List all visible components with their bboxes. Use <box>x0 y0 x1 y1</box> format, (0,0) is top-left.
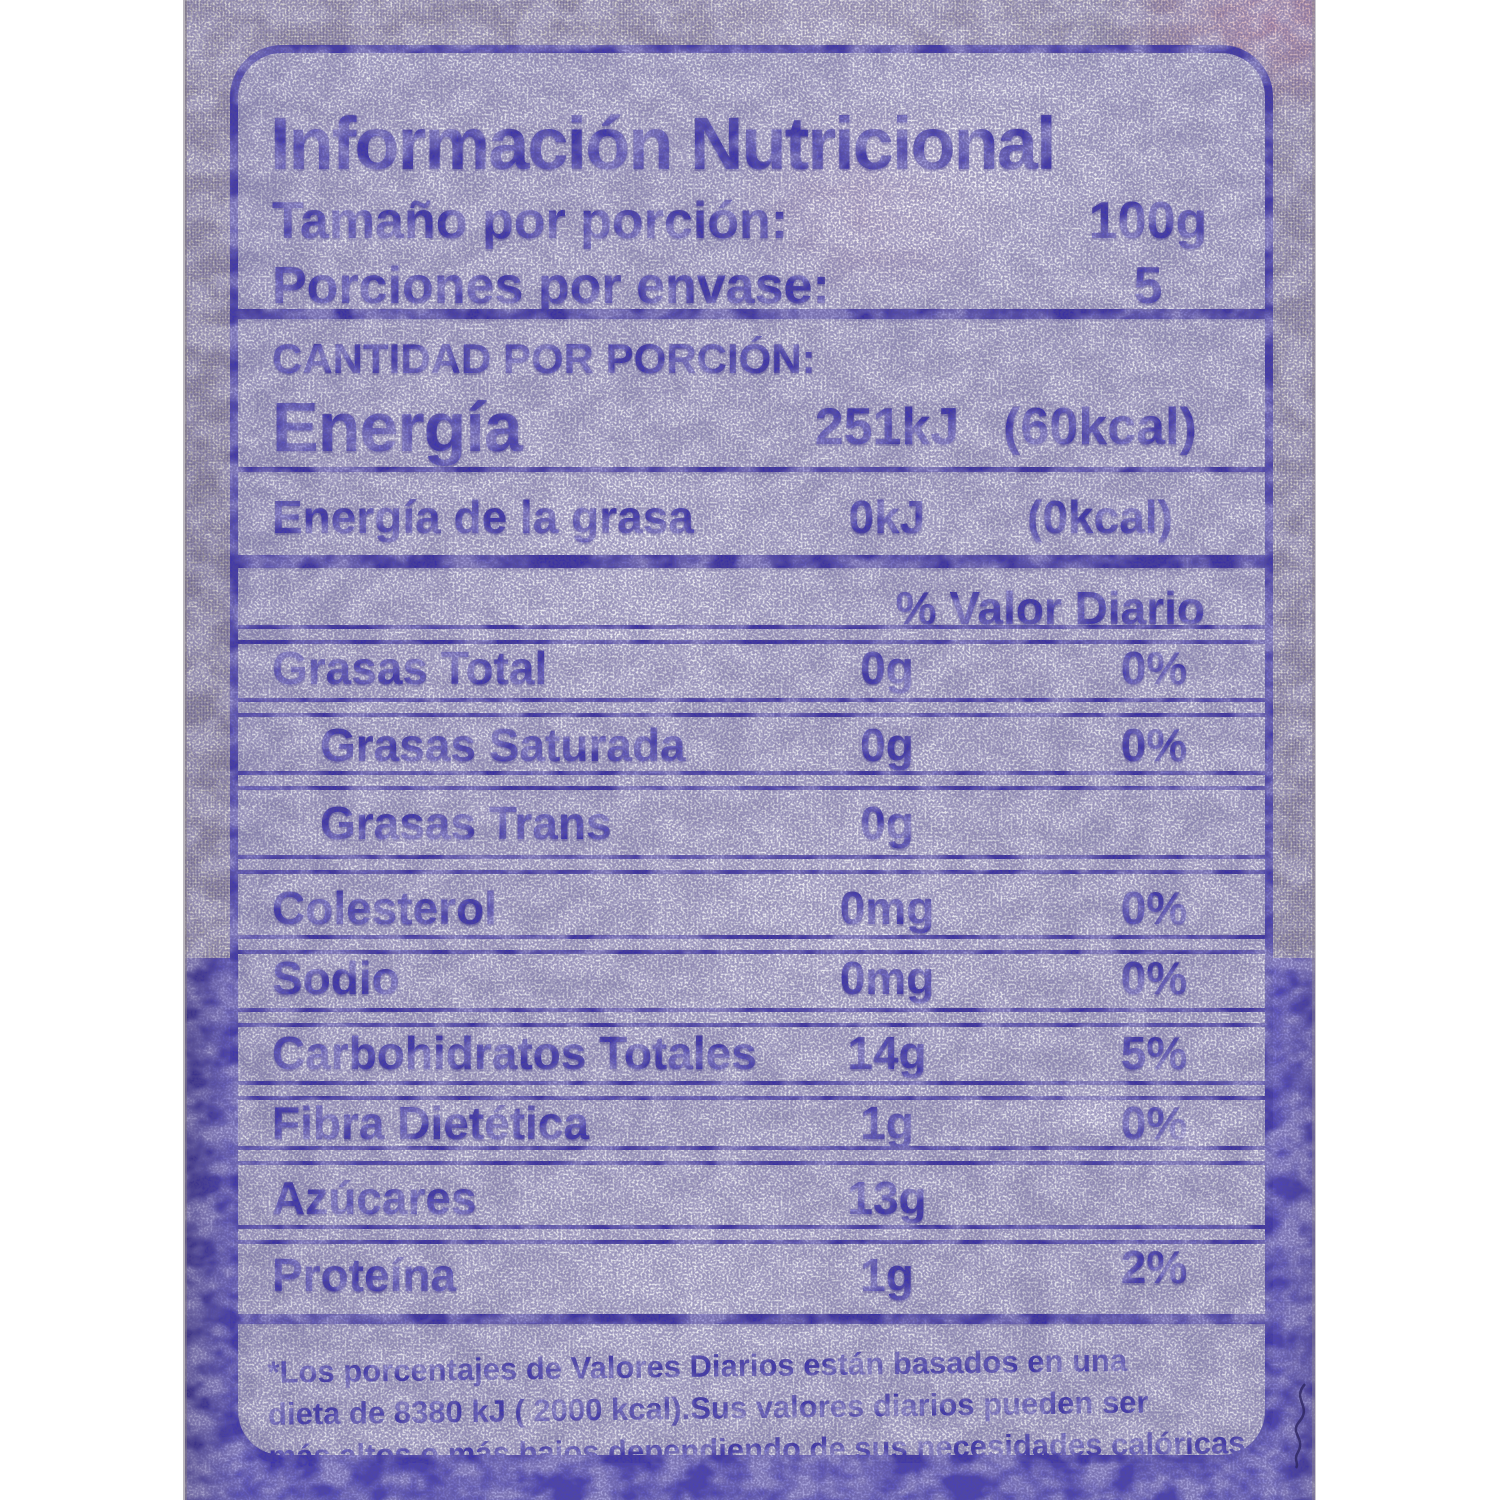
nutrient-row-total-carbohydrate: Carbohidratos Totales 14g 5% <box>238 1026 1265 1082</box>
nutrient-value: 1g <box>860 1097 914 1149</box>
nutrient-row-sodium: Sodio 0mg 0% <box>238 951 1265 1007</box>
divider <box>238 855 1265 874</box>
nutrient-row-total-fat: Grasas Total 0g 0% <box>238 641 1265 697</box>
energy-from-fat-row: Energía de la grasa 0kJ (0kcal) <box>238 490 1265 546</box>
serving-size-value: 100g <box>1088 192 1208 250</box>
nutrient-label: Grasas Saturada <box>320 719 686 771</box>
nutrient-row-dietary-fiber: Fibra Dietética 1g 0% <box>238 1096 1265 1152</box>
divider <box>238 467 1265 472</box>
package-left-edge <box>183 0 187 1500</box>
energy-from-fat-label: Energía de la grasa <box>272 491 694 543</box>
nutrient-value: 1g <box>860 1249 914 1301</box>
serving-size-label: Tamaño por porción: <box>272 192 789 250</box>
nutrient-label: Sodio <box>272 952 400 1004</box>
serving-size-row: Tamaño por porción: 100g <box>238 191 1265 251</box>
divider <box>238 309 1265 319</box>
nutrient-daily-value: 0% <box>1120 882 1188 934</box>
nutrient-label: Grasas Total <box>272 642 548 694</box>
nutrient-daily-value: 0% <box>1120 642 1188 694</box>
nutrient-row-sugars: Azúcares 13g <box>238 1171 1265 1227</box>
energy-from-fat-kj-value: 0kJ <box>848 491 926 543</box>
package-photo: Información Nutricional Tamaño por porci… <box>185 0 1315 1500</box>
nutrition-label: Información Nutricional Tamaño por porci… <box>230 45 1273 1474</box>
amount-per-serving-header: CANTIDAD POR PORCIÓN: <box>272 335 816 382</box>
nutrient-daily-value: 0% <box>1120 1097 1188 1149</box>
nutrient-label: Fibra Dietética <box>272 1097 589 1149</box>
energy-kcal-value: (60kcal) <box>1003 398 1197 456</box>
nutrient-row-saturated-fat: Grasas Saturada 0g 0% <box>238 718 1265 774</box>
nutrient-value: 14g <box>847 1027 927 1079</box>
divider <box>238 1314 1265 1324</box>
divider <box>238 1146 1265 1165</box>
servings-per-container-value: 5 <box>1133 257 1163 315</box>
divider <box>238 555 1265 568</box>
nutrient-value: 13g <box>847 1172 927 1224</box>
nutrient-value: 0mg <box>839 882 935 934</box>
servings-per-container-row: Porciones por envase: 5 <box>238 256 1265 316</box>
nutrient-value: 0mg <box>839 952 935 1004</box>
nutrient-value: 0g <box>860 719 914 771</box>
energy-kj-value: 251kJ <box>814 398 960 456</box>
nutrient-label: Colesterol <box>272 882 497 934</box>
energy-from-fat-kcal-value: (0kcal) <box>1027 491 1173 543</box>
nutrient-value: 0g <box>860 642 914 694</box>
energy-label: Energía <box>272 388 523 466</box>
nutrient-row-cholesterol: Colesterol 0mg 0% <box>238 881 1265 937</box>
nutrient-daily-value: 5% <box>1120 1027 1188 1079</box>
nutrient-label: Grasas Trans <box>320 797 612 849</box>
divider <box>238 1008 1265 1027</box>
nutrient-daily-value: 0% <box>1120 952 1188 1004</box>
pen-squiggle-mark <box>1294 1383 1306 1469</box>
nutrient-daily-value: 2% <box>1120 1241 1188 1293</box>
nutrient-row-trans-fat: Grasas Trans 0g <box>238 796 1265 852</box>
nutrient-row-protein: Proteína 1g 2% <box>238 1241 1265 1304</box>
nutrient-daily-value: 0% <box>1120 719 1188 771</box>
label-title: Información Nutricional <box>270 102 1057 185</box>
daily-value-footnote: *Los porcentajes de Valores Diarios está… <box>267 1338 1246 1478</box>
package-right-edge <box>1312 0 1316 1500</box>
divider <box>238 771 1265 790</box>
nutrient-label: Azúcares <box>272 1172 477 1224</box>
divider <box>238 698 1265 717</box>
nutrient-value: 0g <box>860 797 914 849</box>
energy-row: Energía 251kJ (60kcal) <box>238 383 1265 466</box>
servings-per-container-label: Porciones por envase: <box>272 257 830 315</box>
nutrient-label: Carbohidratos Totales <box>272 1027 757 1079</box>
nutrient-label: Proteína <box>272 1249 457 1301</box>
